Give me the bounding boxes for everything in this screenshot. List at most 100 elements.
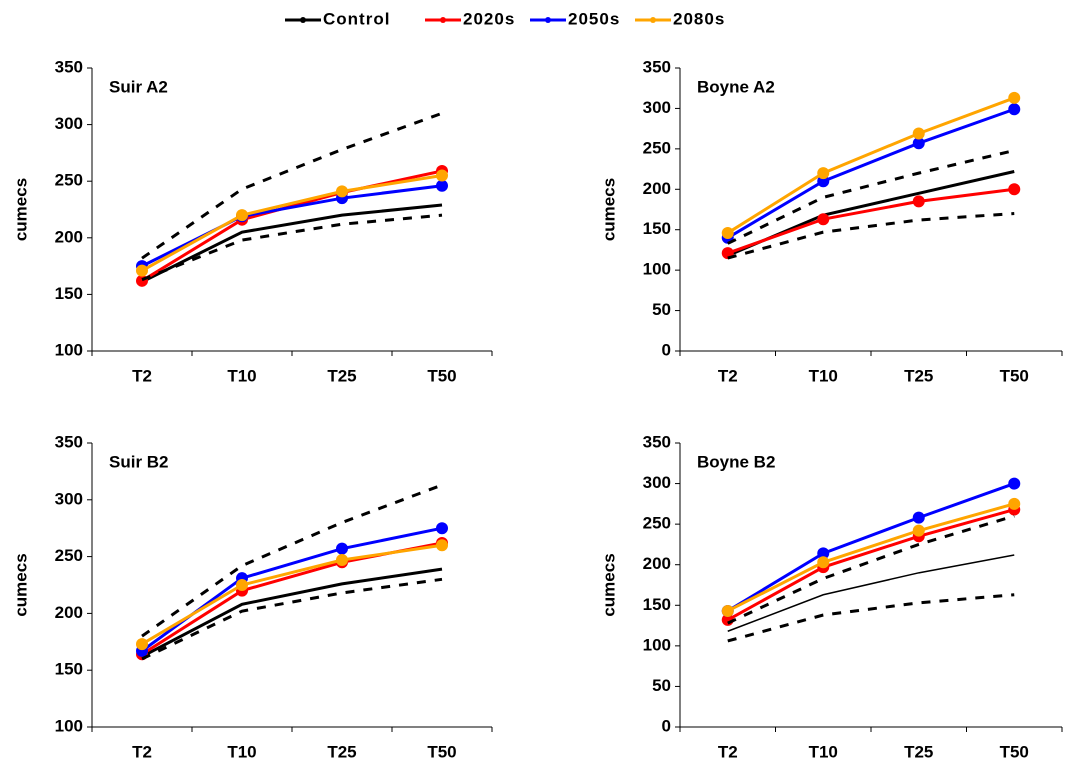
data-point (236, 209, 248, 222)
x-tick-label: T2 (718, 742, 738, 761)
data-point (817, 547, 830, 560)
y-tick-label: 200 (643, 554, 671, 573)
data-point (336, 554, 348, 567)
range-line (141, 483, 443, 638)
series-line (726, 107, 1015, 240)
x-tick-label: T2 (132, 742, 152, 761)
range-line (727, 212, 1015, 260)
legend-label: Control (323, 9, 390, 28)
x-tick-label: T50 (1000, 366, 1029, 385)
legend-marker (650, 17, 656, 23)
range-line (141, 577, 443, 661)
legend-label: 2080s (673, 9, 725, 28)
y-tick-label: 250 (55, 546, 83, 565)
legend-marker (545, 17, 551, 23)
data-point (721, 226, 734, 239)
y-tick-label: 150 (643, 595, 671, 614)
series-line (727, 187, 1015, 255)
series-line (727, 554, 1015, 632)
y-tick-label: 350 (55, 432, 83, 451)
panel-title: Boyne B2 (697, 452, 775, 471)
x-tick-label: T10 (809, 742, 838, 761)
y-axis-label: cumecs (599, 553, 618, 616)
y-tick-label: 50 (652, 676, 671, 695)
y-tick-label: 300 (643, 473, 671, 492)
data-point (436, 539, 448, 552)
series-line (727, 502, 1015, 613)
series-line (141, 174, 443, 272)
data-point (912, 511, 925, 524)
y-tick-label: 100 (55, 716, 83, 735)
data-point (236, 579, 248, 591)
legend-label: 2050s (568, 9, 620, 28)
data-point (336, 542, 348, 555)
y-tick-label: 350 (643, 57, 671, 76)
data-point (136, 264, 148, 277)
x-tick-label: T25 (327, 366, 356, 385)
legend-label: 2020s (463, 9, 515, 28)
x-tick-label: T50 (1000, 742, 1029, 761)
panel-title: Boyne A2 (697, 77, 775, 96)
panel-title: Suir B2 (109, 452, 169, 471)
y-tick-label: 350 (643, 432, 671, 451)
y-tick-label: 100 (643, 260, 671, 279)
y-tick-label: 300 (55, 489, 83, 508)
series-line (727, 508, 1015, 622)
range-line (727, 514, 1015, 625)
series-line (726, 96, 1015, 235)
y-tick-label: 100 (55, 340, 83, 359)
series-line (141, 541, 443, 656)
data-point (912, 137, 925, 150)
y-tick-label: 0 (662, 716, 671, 735)
legend-marker (440, 17, 446, 23)
y-axis-label: cumecs (599, 178, 618, 241)
data-point (436, 179, 448, 192)
y-tick-label: 200 (55, 603, 83, 622)
data-point (817, 556, 830, 569)
data-point (136, 638, 148, 651)
x-tick-label: T50 (427, 742, 456, 761)
x-tick-label: T10 (809, 366, 838, 385)
series-line (726, 482, 1015, 613)
range-line (141, 213, 443, 282)
y-tick-label: 250 (643, 514, 671, 533)
series-line (141, 567, 443, 658)
range-line (727, 593, 1015, 643)
series-line (141, 203, 443, 284)
y-tick-label: 250 (643, 138, 671, 157)
y-tick-label: 0 (662, 340, 671, 359)
data-point (436, 522, 448, 535)
y-axis-label: cumecs (11, 178, 30, 241)
data-point (817, 213, 830, 226)
x-tick-label: T50 (427, 366, 456, 385)
series-line (141, 543, 443, 646)
y-tick-label: 350 (55, 57, 83, 76)
data-point (1008, 497, 1021, 510)
data-point (912, 195, 925, 208)
data-point (817, 167, 830, 180)
data-point (1008, 91, 1021, 104)
y-tick-label: 200 (55, 227, 83, 246)
y-tick-label: 150 (643, 219, 671, 238)
data-point (912, 524, 925, 537)
range-line (727, 149, 1015, 245)
x-tick-label: T25 (904, 742, 933, 761)
y-tick-label: 300 (55, 114, 83, 133)
y-tick-label: 300 (643, 98, 671, 117)
y-tick-label: 150 (55, 660, 83, 679)
x-tick-label: T10 (227, 366, 256, 385)
data-point (1008, 477, 1021, 490)
data-point (436, 169, 448, 182)
data-point (1008, 183, 1021, 196)
range-line (141, 111, 443, 260)
data-point (721, 604, 734, 617)
data-point (1008, 103, 1021, 116)
legend-marker (300, 17, 306, 23)
x-tick-label: T10 (227, 742, 256, 761)
x-tick-label: T25 (327, 742, 356, 761)
x-tick-label: T25 (904, 366, 933, 385)
y-axis-label: cumecs (11, 553, 30, 616)
y-tick-label: 50 (652, 300, 671, 319)
data-point (336, 185, 348, 198)
